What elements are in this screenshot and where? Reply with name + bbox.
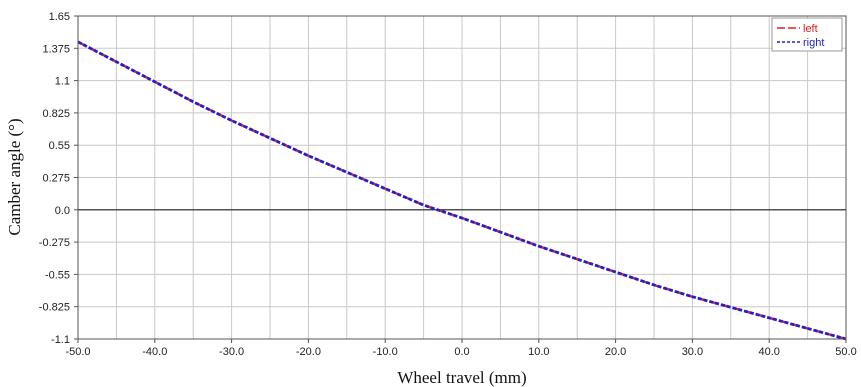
- y-tick-label: -0.825: [39, 302, 70, 314]
- grid: [77, 15, 847, 340]
- x-tick-label: -20.0: [296, 346, 321, 358]
- x-tick-label: 20.0: [605, 346, 626, 358]
- y-tick-label: 1.65: [49, 11, 70, 23]
- y-tick-label: -0.55: [45, 269, 70, 281]
- y-tick-label: 0.0: [55, 205, 70, 217]
- y-tick-label: -0.275: [39, 237, 70, 249]
- y-tick-label: 0.275: [42, 173, 70, 185]
- y-tick-label: 1.375: [42, 43, 70, 55]
- x-tick-label: 0.0: [454, 346, 469, 358]
- y-tick-label: -1.1: [51, 334, 70, 346]
- x-tick-label: 10.0: [528, 346, 549, 358]
- y-tick-label: 1.1: [55, 76, 70, 88]
- series-layer: [77, 40, 847, 341]
- y-axis-ticks: -1.1 -0.825 -0.55 -0.275 0.0 0.275 0.55 0.825 1.…: [39, 11, 78, 346]
- x-tick-label: -10.0: [373, 346, 398, 358]
- legend-label-left: left: [803, 23, 818, 35]
- y-tick-label: 0.55: [49, 140, 70, 152]
- x-tick-label: -50.0: [65, 346, 90, 358]
- y-tick-label: 0.825: [42, 108, 70, 120]
- x-axis-ticks: -50.0 -40.0 -30.0 -20.0 -10.0 0.0 10.0 20.0 30.0…: [65, 339, 857, 358]
- x-tick-label: 50.0: [835, 346, 856, 358]
- x-axis-title: Wheel travel (mm): [397, 368, 526, 387]
- legend-label-right: right: [803, 37, 824, 49]
- series-line-right: [77, 40, 847, 341]
- y-axis-title: Camber angle (°): [5, 118, 24, 235]
- legend-box: [771, 17, 843, 52]
- x-tick-label: -30.0: [219, 346, 244, 358]
- x-tick-label: 30.0: [682, 346, 703, 358]
- x-tick-label: 40.0: [758, 346, 779, 358]
- x-tick-label: -40.0: [142, 346, 167, 358]
- legend: left right: [771, 17, 843, 52]
